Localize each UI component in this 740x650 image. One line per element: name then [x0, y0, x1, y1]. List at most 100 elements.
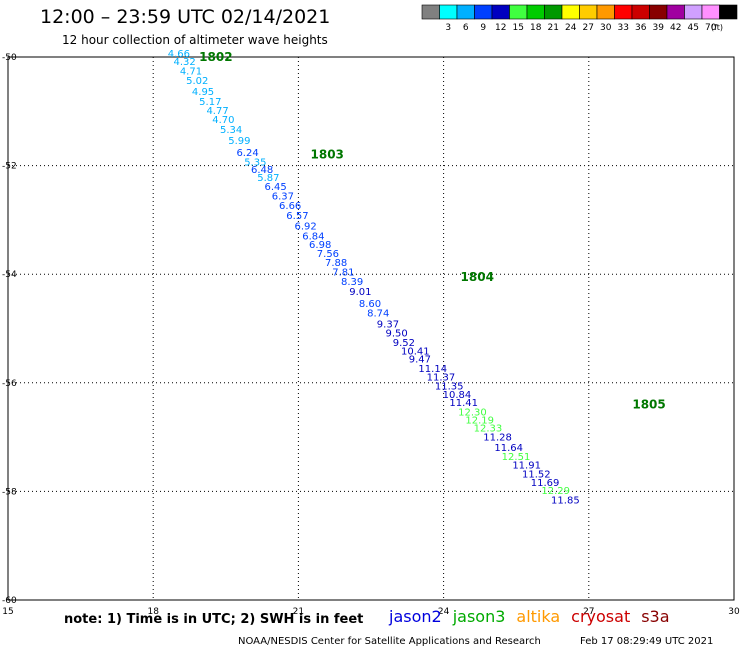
wave-height-value: 5.34 [220, 125, 242, 136]
legend-swatch [544, 4, 563, 20]
wave-height-value: 12.33 [474, 424, 503, 435]
legend-swatch [579, 4, 598, 20]
wave-height-value: 4.66 [168, 49, 190, 60]
wave-height-value: 8.60 [359, 299, 381, 310]
wave-height-value: 7.81 [332, 267, 354, 278]
wave-height-value: 11.37 [427, 373, 456, 384]
wave-height-value: 6.57 [286, 211, 308, 222]
wave-height-value: 11.41 [449, 398, 478, 409]
time-label: 1805 [632, 398, 665, 412]
wave-height-value: 6.98 [309, 240, 331, 251]
satellite-4: s3a [641, 607, 670, 626]
wave-height-value: 12.19 [465, 416, 494, 427]
time-label: 1804 [461, 270, 494, 284]
wave-height-value: 11.52 [522, 469, 551, 480]
satellite-0: jason2 [389, 607, 442, 626]
data-points: 4.664.324.715.024.955.174.774.705.345.99… [168, 49, 580, 506]
legend-label: 70 [705, 23, 717, 33]
wave-height-value: 5.99 [228, 136, 250, 147]
grid-lines [7, 56, 735, 601]
wave-height-value: 6.48 [251, 165, 273, 176]
y-tick-label: -56 [2, 379, 17, 389]
plot-frame [7, 56, 735, 601]
wave-height-value: 4.70 [212, 115, 234, 126]
wave-height-value: 9.52 [393, 338, 415, 349]
x-tick-label: 30 [728, 607, 740, 617]
wave-height-value: 5.35 [244, 158, 266, 169]
x-tick-label: 21 [293, 607, 304, 617]
y-tick-label: -60 [2, 596, 17, 606]
wave-height-value: 9.37 [377, 319, 399, 330]
legend-label: 24 [565, 23, 577, 33]
wave-height-value: 11.91 [512, 461, 541, 472]
wave-height-value: 8.74 [367, 309, 389, 320]
wave-height-value: 11.69 [531, 478, 560, 489]
wave-height-value: 12.51 [502, 452, 531, 463]
legend-swatch [649, 4, 668, 20]
wave-height-value: 9.47 [409, 355, 431, 366]
wave-height-value: 10.41 [401, 347, 430, 358]
legend-label: 36 [635, 23, 647, 33]
wave-height-value: 8.39 [341, 277, 363, 288]
x-tick-label: 27 [583, 607, 594, 617]
legend-label: 21 [548, 23, 559, 33]
wave-height-value: 4.71 [180, 66, 202, 77]
satellite-2: altika [516, 607, 561, 626]
legend-swatch [614, 4, 633, 20]
legend-label: 6 [463, 23, 469, 33]
time-label: 1802 [199, 50, 232, 64]
y-tick-label: -54 [2, 270, 17, 280]
legend-swatch [421, 4, 440, 20]
legend-swatch [596, 4, 615, 20]
wave-height-value: 11.35 [435, 381, 464, 392]
wave-height-value: 6.92 [295, 222, 317, 233]
legend-label: 33 [618, 23, 629, 33]
wave-height-value: 11.85 [551, 495, 580, 506]
legend-swatch [439, 4, 458, 20]
x-tick-label: 18 [147, 607, 159, 617]
wave-height-value: 6.84 [302, 231, 324, 242]
legend-swatch [526, 4, 545, 20]
legend-swatch [456, 4, 475, 20]
wave-height-value: 6.45 [265, 182, 287, 193]
wave-height-value: 11.14 [418, 364, 447, 375]
legend-label: 9 [480, 23, 486, 33]
legend-label: 3 [445, 23, 451, 33]
footer-note: note: 1) Time is in UTC; 2) SWH is in fe… [64, 612, 364, 627]
satellite-legend: jason2 jason3 altika cryosat s3a [389, 607, 681, 626]
wave-height-value: 6.24 [236, 148, 258, 159]
legend-swatch [631, 4, 650, 20]
y-tick-label: -50 [2, 53, 17, 63]
color-legend: 3 6 9 12 15 18 21 24 27 30 33 36 39 42 45 70(ft) [421, 4, 738, 33]
legend-swatch [561, 4, 580, 20]
legend-label: 39 [653, 23, 665, 33]
wave-height-value: 7.88 [325, 258, 347, 269]
footer-credit: NOAA/NESDIS Center for Satellite Applica… [238, 636, 541, 647]
legend-label: 42 [670, 23, 681, 33]
legend-label: 18 [530, 23, 542, 33]
wave-height-value: 4.32 [174, 57, 196, 68]
chart-subtitle: 12 hour collection of altimeter wave hei… [62, 33, 328, 47]
legend-label: 27 [583, 23, 594, 33]
wave-height-value: 5.87 [257, 173, 279, 184]
wave-height-value: 5.02 [186, 76, 208, 87]
chart-title: 12:00 – 23:59 UTC 02/14/2021 [40, 6, 331, 28]
legend-swatch [684, 4, 703, 20]
satellite-3: cryosat [571, 607, 631, 626]
wave-height-value: 4.77 [206, 106, 228, 117]
x-tick-label: 24 [438, 607, 450, 617]
legend-swatch [509, 4, 528, 20]
wave-height-value: 6.66 [279, 201, 301, 212]
satellite-1: jason3 [452, 607, 506, 626]
wave-height-value: 4.95 [192, 87, 214, 98]
y-tick-label: -52 [2, 162, 17, 172]
legend-label: 15 [513, 23, 524, 33]
legend-label: 45 [688, 23, 699, 33]
wave-height-value: 7.56 [317, 249, 339, 260]
wave-height-value: 6.37 [272, 191, 294, 202]
y-tick-label: -58 [2, 487, 17, 497]
legend-label: 30 [600, 23, 612, 33]
footer-timestamp: Feb 17 08:29:49 UTC 2021 [580, 636, 714, 647]
wave-height-value: 11.28 [483, 432, 512, 443]
